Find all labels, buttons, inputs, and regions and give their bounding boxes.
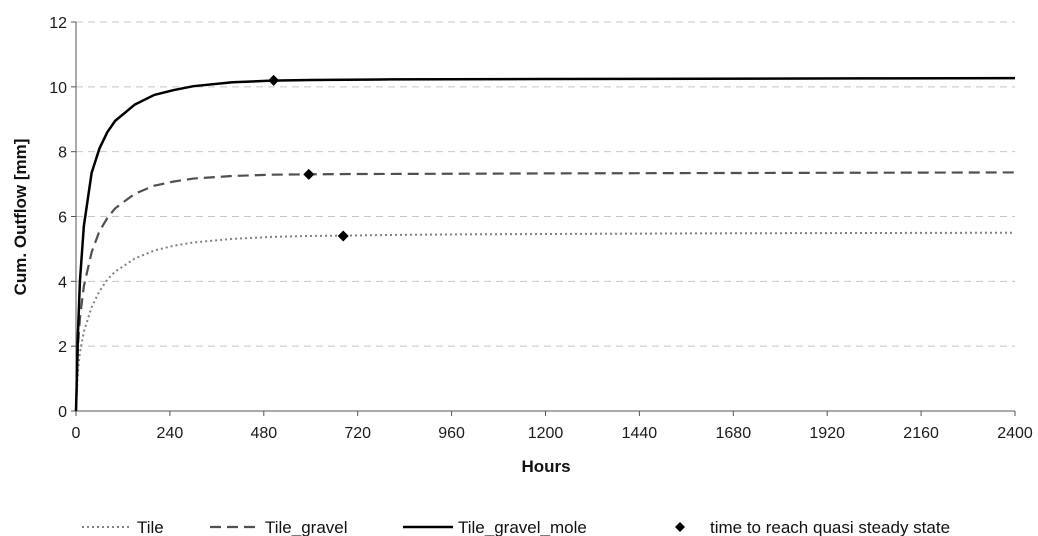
legend-label-marker: time to reach quasi steady state: [710, 518, 950, 536]
steady-state-marker: [337, 230, 349, 242]
legend-label-tile: Tile: [137, 518, 164, 536]
y-tick-label: 0: [58, 404, 67, 421]
gridlines: [76, 21, 1015, 347]
x-tick-label: 240: [157, 425, 184, 442]
steady-state-markers: [268, 74, 349, 242]
y-tick-label: 2: [58, 339, 67, 356]
series-lines: [74, 76, 1016, 412]
x-tick-label: 1920: [809, 425, 845, 442]
axes: [71, 21, 1016, 416]
legend-label-tile-gravel: Tile_gravel: [265, 518, 348, 536]
x-tick-labels: 0 240 480 720 960 1200 1440 1680 1920 2160 2400: [72, 425, 1033, 442]
x-tick-label: 480: [250, 425, 277, 442]
x-tick-label: 1680: [716, 425, 752, 442]
steady-state-marker: [303, 168, 315, 180]
y-tick-label: 6: [58, 210, 67, 227]
y-axis-label: Cum. Outflow [mm]: [11, 139, 30, 296]
legend: Tile Tile_gravel Tile_gravel_mole time to r…: [82, 518, 950, 536]
x-tick-label: 2160: [903, 425, 939, 442]
legend-swatch-marker: [675, 522, 685, 532]
x-tick-label: 1440: [622, 425, 658, 442]
x-tick-label: 2400: [997, 425, 1033, 442]
y-tick-labels: 0 2 4 6 8 10 12: [49, 15, 67, 421]
x-tick-label: 720: [344, 425, 371, 442]
y-tick-label: 4: [58, 274, 67, 291]
x-tick-label: 1200: [528, 425, 564, 442]
y-tick-label: 10: [49, 80, 67, 97]
series-line-tile-gravel: [74, 171, 1016, 412]
steady-state-marker: [268, 74, 280, 86]
series-line-tile-gravel-mole: [74, 76, 1016, 412]
y-tick-label: 8: [58, 145, 67, 162]
legend-label-tile-gravel-mole: Tile_gravel_mole: [458, 518, 587, 536]
series-line-tile: [75, 231, 1016, 412]
x-axis-label: Hours: [521, 457, 570, 476]
x-tick-label: 960: [438, 425, 465, 442]
y-tick-label: 12: [49, 15, 67, 32]
x-tick-label: 0: [72, 425, 81, 442]
